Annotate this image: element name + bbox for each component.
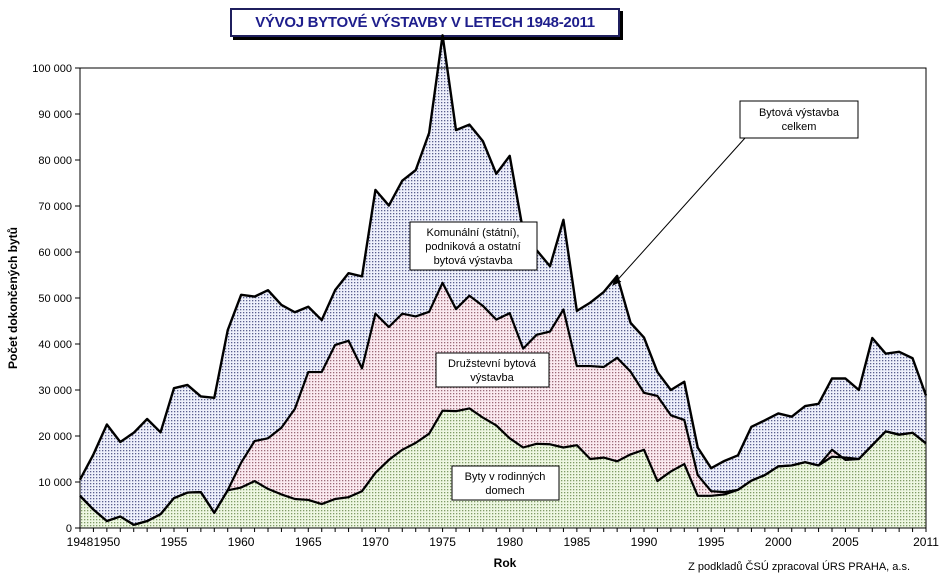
y-tick-label: 50 000 — [38, 293, 72, 305]
annotation-total-line2: celkem — [782, 121, 817, 133]
annotation-druz-box — [435, 352, 550, 388]
annotation-rd-line1: Byty v rodinných — [465, 471, 546, 483]
y-tick-label: 20 000 — [38, 431, 72, 443]
annotation-druz-line2: výstavba — [470, 372, 514, 384]
line-total — [78, 34, 928, 481]
area-druzstevni — [80, 282, 926, 525]
x-tick-label: 2000 — [765, 535, 792, 549]
y-tick-label: 10 000 — [38, 477, 72, 489]
x-tick-label: 2011 — [913, 535, 939, 549]
y-tick-label: 40 000 — [38, 339, 72, 351]
chart-title: VÝVOJ BYTOVÉ VÝSTAVBY V LETECH 1948-2011 — [230, 8, 620, 37]
x-tick-label: 1960 — [228, 535, 255, 549]
annotation-total-arrow — [612, 137, 746, 286]
x-tick-label: 1985 — [564, 535, 591, 549]
y-axis-label: Počet dokončených bytů — [6, 227, 20, 369]
annotation-total: Bytová výstavba celkem — [612, 100, 859, 286]
line-druzstevni-cumulative — [79, 281, 927, 526]
annotation-total-line1: Bytová výstavba — [759, 107, 840, 119]
y-ticks: 0 10 000 20 000 30 000 40 000 50 000 60 000 70 … — [32, 63, 80, 535]
x-tick-label: 1948 — [67, 535, 94, 549]
x-ticks: 1948 1950 1955 1960 1965 1970 1975 1980 1985 1990… — [67, 528, 939, 549]
x-axis-label: Rok — [494, 556, 517, 570]
x-tick-label: 1955 — [161, 535, 188, 549]
x-tick-label: 1995 — [698, 535, 725, 549]
annotation-rd-line2: domech — [485, 485, 524, 497]
x-tick-label: 2005 — [832, 535, 859, 549]
y-tick-label: 70 000 — [38, 201, 72, 213]
x-tick-label: 1975 — [429, 535, 456, 549]
annotation-kom: Komunální (státní), podniková a ostatní … — [409, 221, 538, 271]
source-note: Z podkladů ČSÚ zpracoval ÚRS PRAHA, a.s. — [688, 560, 910, 573]
annotation-kom-box — [409, 221, 538, 271]
area-komunalni — [80, 35, 926, 525]
y-tick-label: 0 — [66, 523, 72, 535]
annotation-druz-line1: Družstevní bytová — [448, 358, 537, 370]
annotation-kom-line2: podniková a ostatní — [425, 241, 520, 253]
y-tick-label: 80 000 — [38, 155, 72, 167]
y-tick-label: 100 000 — [32, 63, 72, 75]
x-tick-label: 1990 — [631, 535, 658, 549]
x-tick-label: 1965 — [295, 535, 322, 549]
annotation-rd-box — [451, 465, 560, 501]
annotation-rd: Byty v rodinných domech — [451, 465, 560, 501]
y-tick-label: 30 000 — [38, 385, 72, 397]
y-tick-label: 90 000 — [38, 109, 72, 121]
annotation-kom-line1: Komunální (státní), — [427, 227, 520, 239]
annotation-druz: Družstevní bytová výstavba — [435, 352, 550, 388]
y-tick-label: 60 000 — [38, 247, 72, 259]
x-tick-label: 1950 — [94, 535, 121, 549]
series-lines — [78, 34, 928, 526]
x-tick-label: 1980 — [496, 535, 523, 549]
annotation-kom-line3: bytová výstavba — [434, 255, 514, 267]
x-tick-label: 1970 — [362, 535, 389, 549]
annotation-total-box — [739, 100, 859, 139]
